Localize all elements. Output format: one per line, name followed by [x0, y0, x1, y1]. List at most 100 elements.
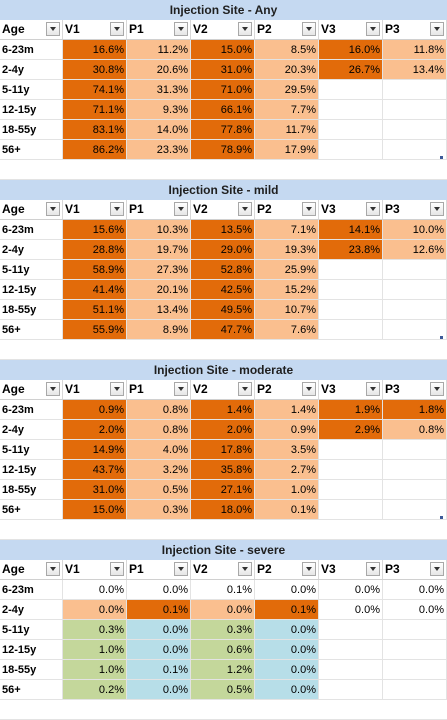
value-cell-v3[interactable]: 23.8% — [319, 240, 383, 260]
age-cell[interactable]: 18-55y — [0, 120, 63, 140]
value-cell-v3[interactable] — [319, 260, 383, 280]
filter-dropdown-icon[interactable] — [430, 202, 444, 216]
age-cell[interactable]: 18-55y — [0, 660, 63, 680]
value-cell-v1[interactable]: 74.1% — [63, 80, 127, 100]
value-cell-v1[interactable]: 55.9% — [63, 320, 127, 340]
value-cell-p2[interactable]: 0.0% — [255, 660, 319, 680]
value-cell-p2[interactable]: 1.4% — [255, 400, 319, 420]
value-cell-p2[interactable]: 10.7% — [255, 300, 319, 320]
value-cell-p1[interactable]: 27.3% — [127, 260, 191, 280]
filter-dropdown-icon[interactable] — [110, 562, 124, 576]
value-cell-p3[interactable] — [383, 140, 447, 160]
value-cell-p1[interactable]: 20.6% — [127, 60, 191, 80]
value-cell-p3[interactable] — [383, 660, 447, 680]
filter-dropdown-icon[interactable] — [302, 562, 316, 576]
age-cell[interactable]: 18-55y — [0, 300, 63, 320]
value-cell-v1[interactable]: 14.9% — [63, 440, 127, 460]
value-cell-p1[interactable]: 10.3% — [127, 220, 191, 240]
value-cell-v2[interactable]: 31.0% — [191, 60, 255, 80]
value-cell-v2[interactable]: 47.7% — [191, 320, 255, 340]
age-cell[interactable]: 5-11y — [0, 260, 63, 280]
value-cell-p3[interactable]: 11.8% — [383, 40, 447, 60]
table-resize-handle-icon[interactable] — [440, 516, 443, 519]
filter-dropdown-icon[interactable] — [302, 202, 316, 216]
value-cell-p1[interactable]: 19.7% — [127, 240, 191, 260]
value-cell-p2[interactable]: 0.0% — [255, 680, 319, 700]
value-cell-p1[interactable]: 0.0% — [127, 620, 191, 640]
value-cell-p2[interactable]: 11.7% — [255, 120, 319, 140]
value-cell-p1[interactable]: 4.0% — [127, 440, 191, 460]
value-cell-p1[interactable]: 3.2% — [127, 460, 191, 480]
value-cell-p1[interactable]: 0.8% — [127, 420, 191, 440]
value-cell-v2[interactable]: 17.8% — [191, 440, 255, 460]
value-cell-p3[interactable] — [383, 300, 447, 320]
value-cell-v1[interactable]: 15.0% — [63, 500, 127, 520]
filter-dropdown-icon[interactable] — [430, 22, 444, 36]
value-cell-p1[interactable]: 0.3% — [127, 500, 191, 520]
filter-dropdown-icon[interactable] — [46, 562, 60, 576]
value-cell-v1[interactable]: 15.6% — [63, 220, 127, 240]
value-cell-v2[interactable]: 66.1% — [191, 100, 255, 120]
value-cell-v3[interactable] — [319, 320, 383, 340]
filter-dropdown-icon[interactable] — [174, 202, 188, 216]
value-cell-v3[interactable]: 26.7% — [319, 60, 383, 80]
age-cell[interactable]: 2-4y — [0, 420, 63, 440]
value-cell-v1[interactable]: 31.0% — [63, 480, 127, 500]
value-cell-p1[interactable]: 14.0% — [127, 120, 191, 140]
value-cell-v2[interactable]: 78.9% — [191, 140, 255, 160]
age-cell[interactable]: 5-11y — [0, 440, 63, 460]
value-cell-v1[interactable]: 2.0% — [63, 420, 127, 440]
value-cell-p2[interactable]: 2.7% — [255, 460, 319, 480]
value-cell-p2[interactable]: 7.7% — [255, 100, 319, 120]
value-cell-p1[interactable]: 8.9% — [127, 320, 191, 340]
value-cell-v1[interactable]: 28.8% — [63, 240, 127, 260]
age-cell[interactable]: 6-23m — [0, 400, 63, 420]
age-cell[interactable]: 6-23m — [0, 40, 63, 60]
value-cell-p3[interactable] — [383, 460, 447, 480]
value-cell-p3[interactable]: 13.4% — [383, 60, 447, 80]
value-cell-p2[interactable]: 19.3% — [255, 240, 319, 260]
age-cell[interactable]: 5-11y — [0, 620, 63, 640]
value-cell-v2[interactable]: 13.5% — [191, 220, 255, 240]
value-cell-p3[interactable]: 10.0% — [383, 220, 447, 240]
value-cell-v1[interactable]: 86.2% — [63, 140, 127, 160]
value-cell-p3[interactable]: 0.0% — [383, 600, 447, 620]
value-cell-v1[interactable]: 0.3% — [63, 620, 127, 640]
value-cell-p2[interactable]: 7.6% — [255, 320, 319, 340]
value-cell-v2[interactable]: 0.6% — [191, 640, 255, 660]
value-cell-p1[interactable]: 0.5% — [127, 480, 191, 500]
value-cell-p1[interactable]: 0.1% — [127, 660, 191, 680]
value-cell-v3[interactable] — [319, 140, 383, 160]
filter-dropdown-icon[interactable] — [302, 382, 316, 396]
value-cell-v3[interactable] — [319, 500, 383, 520]
value-cell-v1[interactable]: 51.1% — [63, 300, 127, 320]
value-cell-v2[interactable]: 52.8% — [191, 260, 255, 280]
value-cell-v3[interactable]: 14.1% — [319, 220, 383, 240]
value-cell-v1[interactable]: 71.1% — [63, 100, 127, 120]
value-cell-v2[interactable]: 27.1% — [191, 480, 255, 500]
value-cell-p1[interactable]: 13.4% — [127, 300, 191, 320]
filter-dropdown-icon[interactable] — [302, 22, 316, 36]
value-cell-v1[interactable]: 1.0% — [63, 640, 127, 660]
age-cell[interactable]: 2-4y — [0, 60, 63, 80]
age-cell[interactable]: 6-23m — [0, 580, 63, 600]
value-cell-p2[interactable]: 20.3% — [255, 60, 319, 80]
filter-dropdown-icon[interactable] — [174, 382, 188, 396]
value-cell-p3[interactable] — [383, 100, 447, 120]
value-cell-p1[interactable]: 0.0% — [127, 580, 191, 600]
filter-dropdown-icon[interactable] — [110, 22, 124, 36]
value-cell-p3[interactable]: 12.6% — [383, 240, 447, 260]
value-cell-p2[interactable]: 0.0% — [255, 620, 319, 640]
value-cell-v3[interactable]: 2.9% — [319, 420, 383, 440]
filter-dropdown-icon[interactable] — [430, 562, 444, 576]
value-cell-p3[interactable] — [383, 640, 447, 660]
value-cell-v1[interactable]: 0.2% — [63, 680, 127, 700]
value-cell-v3[interactable] — [319, 120, 383, 140]
age-cell[interactable]: 56+ — [0, 320, 63, 340]
value-cell-p2[interactable]: 3.5% — [255, 440, 319, 460]
age-cell[interactable]: 5-11y — [0, 80, 63, 100]
value-cell-p1[interactable]: 31.3% — [127, 80, 191, 100]
age-cell[interactable]: 12-15y — [0, 460, 63, 480]
filter-dropdown-icon[interactable] — [430, 382, 444, 396]
value-cell-v2[interactable]: 1.2% — [191, 660, 255, 680]
